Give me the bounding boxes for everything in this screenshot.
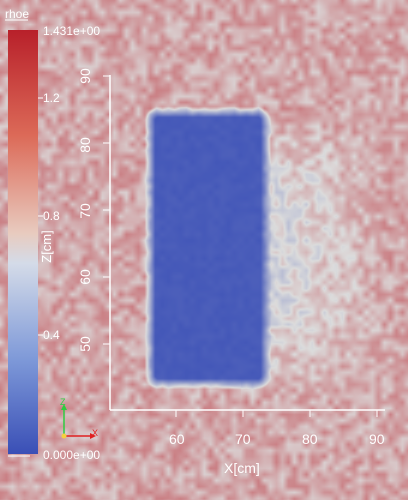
color-bar-min-label: 0.000e+00	[43, 448, 101, 462]
triad-x-label: X	[92, 428, 99, 438]
z-tick-label: 80	[76, 137, 93, 153]
x-axis-ticks	[175, 410, 378, 417]
z-tick-label: 50	[76, 336, 93, 352]
z-tick-label: 90	[76, 68, 93, 84]
color-bar-tick-label: 0.4	[43, 328, 60, 342]
x-tick-label: 70	[235, 431, 251, 447]
orientation-triad	[61, 404, 96, 439]
z-axis-label: Z[cm]	[38, 230, 54, 263]
triad-x-arrow	[90, 433, 96, 439]
z-tick-label: 70	[76, 203, 93, 219]
color-bar	[5, 19, 43, 457]
x-tick-label: 80	[302, 431, 318, 447]
x-axis-label: X[cm]	[224, 460, 260, 476]
color-bar-gradient	[8, 30, 38, 454]
color-bar-ticks	[38, 97, 43, 336]
axes-frame	[103, 75, 385, 417]
triad-origin	[61, 433, 67, 439]
triad-z-arrow	[61, 404, 67, 410]
triad-z-label: Z	[60, 397, 66, 407]
color-bar-tick-label: 0.8	[43, 209, 60, 223]
z-axis-ticks	[103, 75, 110, 345]
color-bar-max-label: 1.431e+00	[43, 24, 101, 38]
color-bar-title: rhoe	[5, 7, 30, 21]
x-tick-label: 60	[169, 431, 185, 447]
x-tick-label: 90	[369, 431, 385, 447]
color-bar-tick-label: 1.2	[43, 91, 60, 105]
z-tick-label: 60	[76, 269, 93, 285]
